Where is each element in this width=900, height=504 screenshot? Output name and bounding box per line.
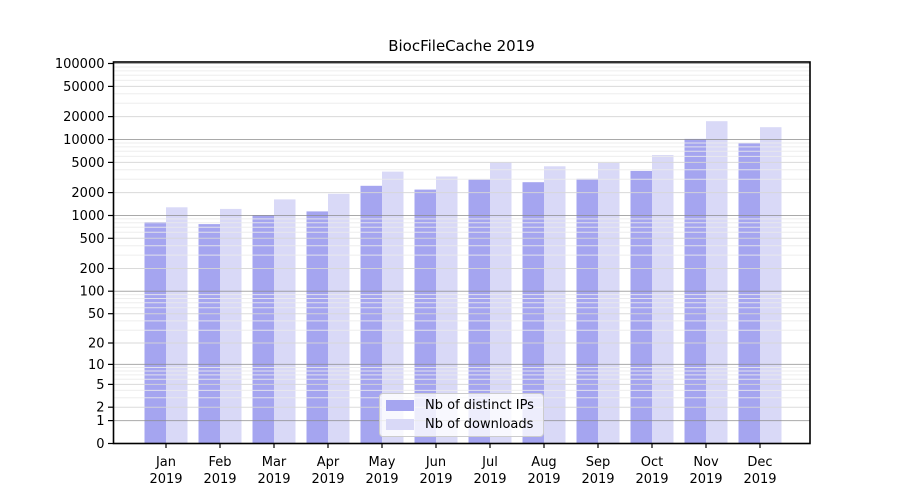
xtick-label-jul: Jul [481,455,498,470]
ytick-label-20000: 20000 [63,110,104,125]
legend: Nb of distinct IPs Nb of downloads [379,393,544,437]
xtick-label-nov: Nov [693,455,719,470]
ytick-label-50: 50 [88,307,105,322]
xtick-year-may: 2019 [365,472,398,487]
bar-oct-downloads [652,155,674,444]
xtick-label-jan: Jan [155,455,176,470]
legend-item-distinct-ips: Nb of distinct IPs [386,398,543,413]
xtick-label-mar: Mar [262,455,287,470]
legend-item-downloads: Nb of downloads [386,417,543,432]
bar-oct-distinct-ips [630,170,652,444]
bar-mar-distinct-ips [252,215,274,444]
ytick-label-500: 500 [80,232,105,247]
xtick-year-dec: 2019 [743,472,776,487]
ytick-label-5: 5 [96,378,104,393]
xtick-year-sep: 2019 [581,472,614,487]
ytick-label-1000: 1000 [71,209,104,224]
bar-sep-distinct-ips [576,178,598,444]
bar-apr-distinct-ips [306,211,328,444]
bar-mar-downloads [274,199,296,444]
bar-dec-downloads [760,127,782,444]
xtick-label-feb: Feb [208,455,231,470]
ytick-label-2000: 2000 [71,186,104,201]
xtick-year-jul: 2019 [473,472,506,487]
ytick-label-0: 0 [96,437,104,452]
bar-jun-downloads [436,176,458,444]
xtick-year-oct: 2019 [635,472,668,487]
ytick-label-10: 10 [88,358,105,373]
ytick-label-200: 200 [80,262,105,277]
ytick-label-10000: 10000 [63,133,104,148]
xtick-year-jan: 2019 [149,472,182,487]
xtick-label-oct: Oct [641,455,663,470]
bar-feb-downloads [220,208,242,444]
xtick-year-nov: 2019 [689,472,722,487]
bar-aug-distinct-ips [522,182,544,444]
bar-aug-downloads [544,166,566,444]
bar-feb-distinct-ips [198,224,220,444]
ytick-label-100: 100 [80,285,105,300]
legend-label-distinct-ips: Nb of distinct IPs [425,398,534,413]
xtick-year-jun: 2019 [419,472,452,487]
bar-dec-distinct-ips [738,142,760,444]
ytick-label-50000: 50000 [63,80,104,95]
bar-nov-downloads [706,121,728,444]
xtick-label-sep: Sep [586,455,611,470]
gridlines-layer [113,63,810,422]
bar-jan-downloads [166,207,188,444]
xtick-year-aug: 2019 [527,472,560,487]
chart-title: BiocFileCache 2019 [388,37,535,55]
xtick-label-apr: Apr [317,455,340,470]
ytick-label-2: 2 [96,401,104,416]
bar-jan-distinct-ips [144,222,166,444]
xtick-year-apr: 2019 [311,472,344,487]
ytick-label-5000: 5000 [71,156,104,171]
xtick-year-mar: 2019 [257,472,290,487]
xtick-label-may: May [369,455,396,470]
legend-swatch-distinct-ips [386,400,414,411]
legend-swatch-downloads [386,419,414,430]
xtick-year-feb: 2019 [203,472,236,487]
bar-jun-distinct-ips [414,189,436,444]
ytick-label-100000: 100000 [55,57,105,72]
xtick-label-aug: Aug [531,455,556,470]
ytick-label-20: 20 [88,337,105,352]
bar-apr-downloads [328,193,350,444]
ytick-label-1: 1 [96,414,104,429]
xtick-label-dec: Dec [747,455,772,470]
axes-layer: 1000005000020000100005000200010005002001… [55,57,811,487]
xtick-label-jun: Jun [425,455,446,470]
legend-label-downloads: Nb of downloads [425,417,534,432]
plot-border [112,61,811,445]
